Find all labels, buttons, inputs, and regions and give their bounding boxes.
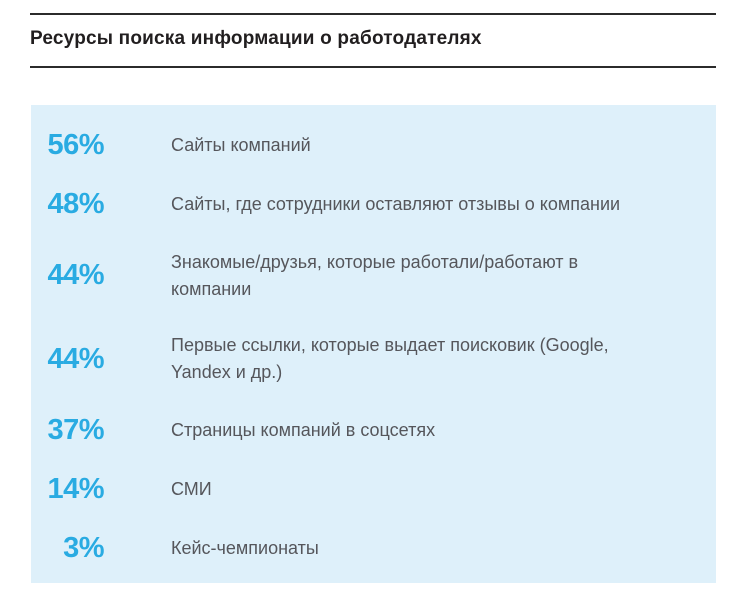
header-rule-top bbox=[30, 13, 716, 15]
stat-value: 44% bbox=[47, 259, 104, 292]
stat-label: Кейс-чемпионаты bbox=[171, 537, 319, 558]
stat-row: 37% Страницы компаний в соцсетях bbox=[31, 416, 698, 445]
stat-value: 56% bbox=[47, 129, 104, 161]
stat-label: Сайты компаний bbox=[171, 135, 311, 155]
stat-label: Первые ссылки, которые выдает поисковик … bbox=[171, 335, 609, 383]
stat-value: 3% bbox=[63, 531, 104, 564]
stat-label: Знакомые/друзья, которые работали/работа… bbox=[171, 251, 579, 299]
stat-row: 56% Сайты компаний bbox=[31, 131, 698, 160]
stat-row: 14% СМИ bbox=[31, 475, 698, 504]
stat-label: Сайты, где сотрудники оставляют отзывы о… bbox=[171, 193, 621, 214]
stat-value: 44% bbox=[47, 342, 104, 375]
stat-row: 48% Сайты, где сотрудники оставляют отзы… bbox=[31, 187, 698, 220]
stat-row: 44% Знакомые/друзья, которые работали/ра… bbox=[31, 249, 698, 303]
page-title: Ресурсы поиска информации о работодателя… bbox=[30, 28, 482, 49]
stat-row: 44% Первые ссылки, которые выдает поиско… bbox=[31, 332, 698, 386]
stat-value: 48% bbox=[47, 187, 104, 220]
stat-value: 37% bbox=[47, 414, 104, 447]
header-rule-bottom bbox=[30, 66, 716, 68]
stat-label: СМИ bbox=[171, 479, 212, 500]
stats-panel: 56% Сайты компаний 48% Сайты, где сотруд… bbox=[31, 105, 716, 583]
stat-value: 14% bbox=[47, 473, 104, 506]
stat-label: Страницы компаний в соцсетях bbox=[171, 420, 436, 441]
stat-row: 3% Кейс-чемпионаты bbox=[31, 531, 698, 564]
